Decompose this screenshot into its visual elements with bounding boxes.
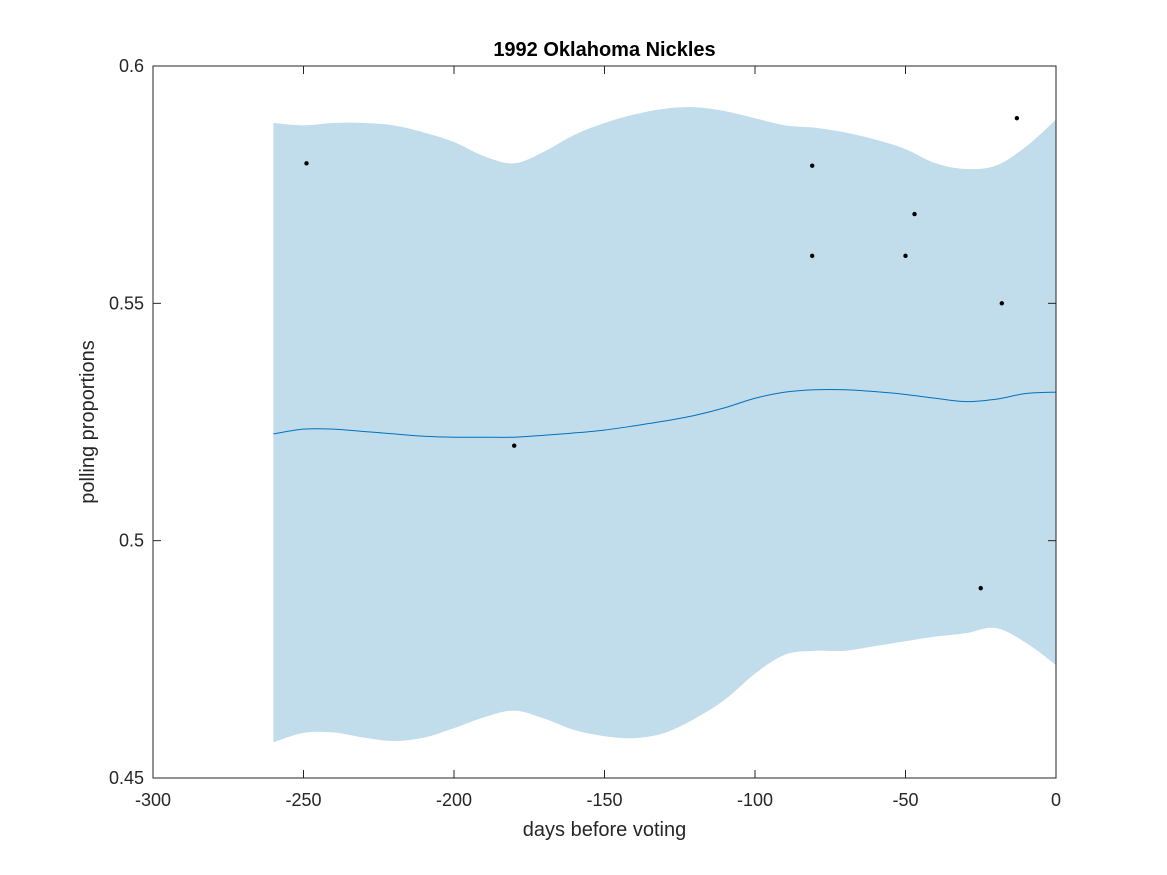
- x-tick-label: -300: [135, 790, 171, 810]
- x-axis-label: days before voting: [523, 819, 686, 841]
- axes: -300 -250 -200 -150 -100 -50 0 0.45 0.5 0.55 0.6: [109, 56, 1061, 810]
- poll-point: [1014, 116, 1020, 121]
- x-tick-label: -250: [285, 790, 321, 810]
- y-tick-label: 0.45: [109, 768, 144, 788]
- poll-point: [978, 585, 983, 591]
- x-tick-label: -150: [586, 790, 622, 810]
- y-tick-label: 0.5: [119, 531, 144, 551]
- trend-line: [273, 388, 1057, 438]
- poll-point: [903, 253, 908, 259]
- poll-point: [512, 443, 517, 448]
- poll-point: [809, 253, 815, 259]
- y-tick-label: 0.55: [109, 293, 144, 313]
- x-tick-label: -200: [436, 790, 472, 810]
- x-tick-label: 0: [1051, 790, 1061, 810]
- poll-point: [304, 161, 309, 166]
- x-tick-label: -50: [892, 790, 918, 810]
- poll-point: [999, 301, 1005, 306]
- chart-title: 1992 Oklahoma Nickles: [493, 39, 715, 61]
- x-tick-label: -100: [737, 790, 773, 810]
- plot-area: [273, 107, 1057, 743]
- y-axis-label: polling proportions: [77, 340, 99, 503]
- y-tick-label: 0.6: [119, 56, 144, 76]
- poll-point: [912, 211, 917, 217]
- poll-point: [809, 163, 815, 168]
- confidence-band: [273, 107, 1056, 743]
